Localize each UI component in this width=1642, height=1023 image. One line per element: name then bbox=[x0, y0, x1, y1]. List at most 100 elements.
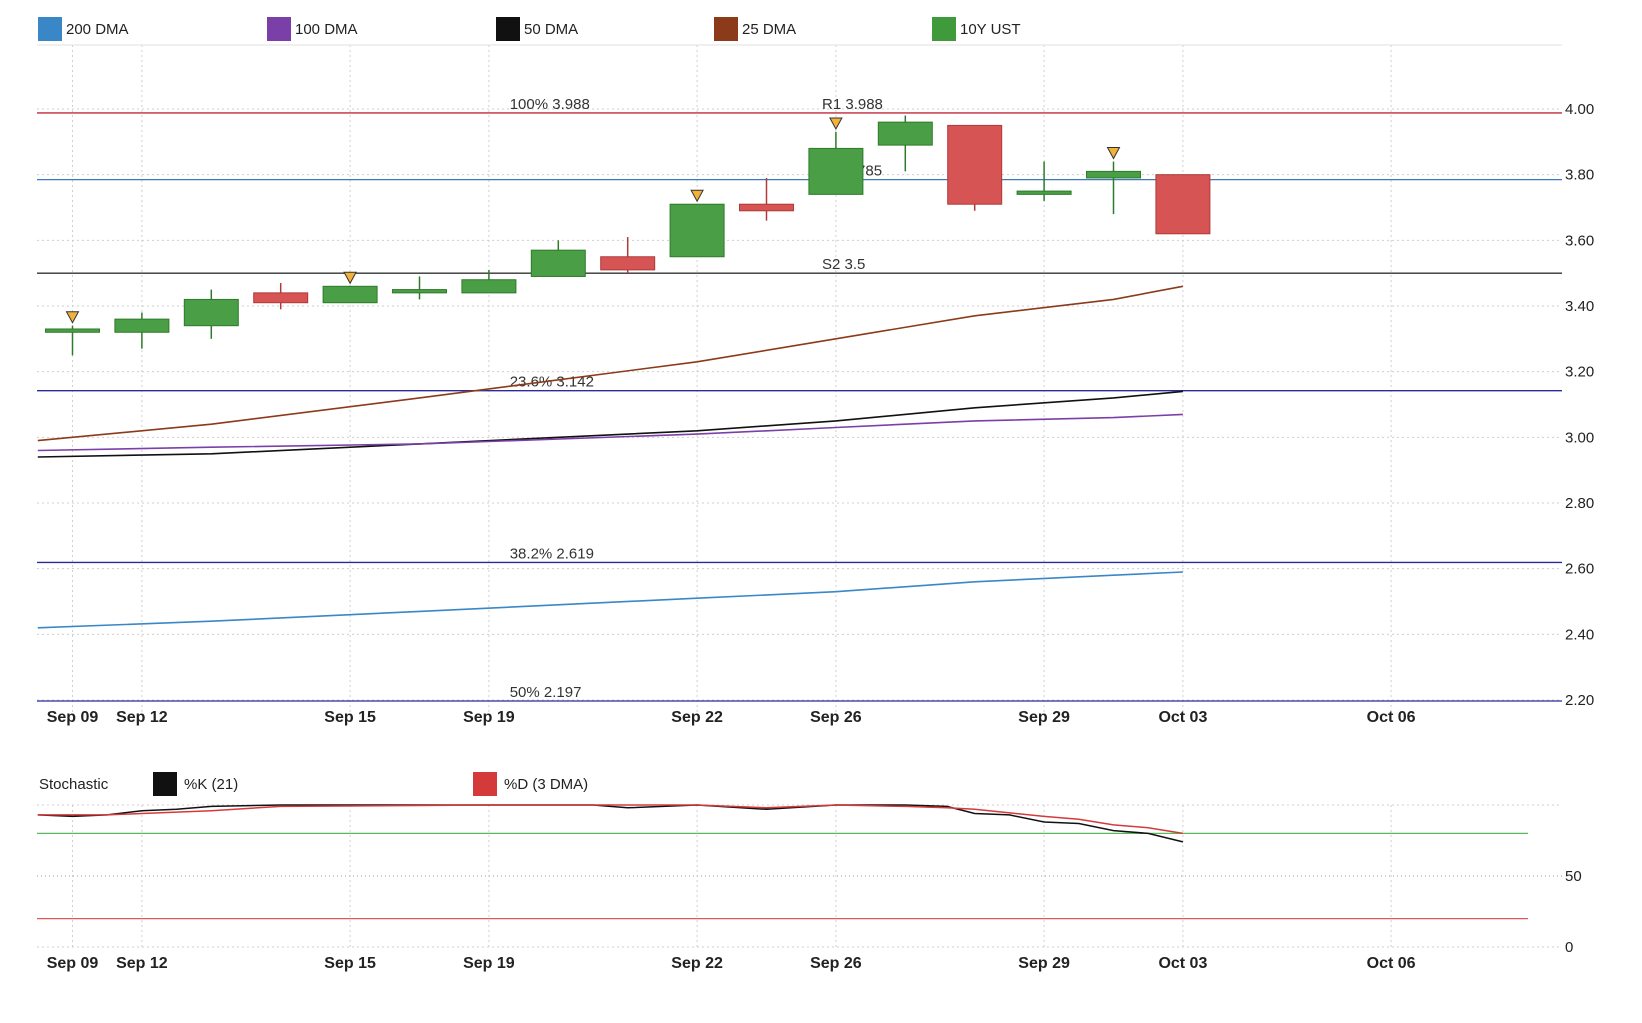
candle bbox=[947, 124, 1003, 211]
candle bbox=[45, 311, 100, 356]
legend-swatch bbox=[267, 17, 291, 41]
candle-body bbox=[669, 203, 725, 258]
candle-body bbox=[808, 147, 864, 195]
level-label: 100% 3.988 bbox=[510, 96, 590, 113]
candle-body bbox=[322, 285, 378, 304]
level-label: S2 3.5 bbox=[822, 256, 865, 273]
y-tick-label: 50 bbox=[1565, 868, 1582, 885]
level-label: R1 3.988 bbox=[822, 96, 883, 113]
x-tick-label: Sep 15 bbox=[324, 709, 376, 726]
candle-body bbox=[739, 203, 794, 212]
y-tick-label: 0 bbox=[1565, 939, 1573, 956]
ma-line-50-dma bbox=[37, 390, 1183, 458]
candle-body bbox=[1155, 174, 1211, 235]
x-tick-label: Sep 26 bbox=[810, 955, 862, 972]
legend-label: 200 DMA bbox=[66, 21, 129, 38]
candle bbox=[600, 237, 656, 274]
y-tick-label: 3.80 bbox=[1565, 167, 1594, 184]
candle-body bbox=[183, 298, 239, 327]
legend-label: 10Y UST bbox=[960, 21, 1021, 38]
candle bbox=[530, 240, 586, 277]
signal-marker-icon bbox=[690, 189, 704, 203]
y-tick-label: 2.40 bbox=[1565, 626, 1594, 643]
candle-body bbox=[877, 121, 933, 146]
signal-marker-icon bbox=[1106, 147, 1121, 160]
x-tick-label: Sep 29 bbox=[1018, 955, 1070, 972]
main-grid bbox=[37, 44, 1562, 715]
candle bbox=[253, 283, 309, 310]
main-axes: 2.20 2.40 2.60 2.80 3.00 3.20 3.40 3.60 3.80 4.00… bbox=[47, 101, 1595, 726]
candle bbox=[1155, 174, 1211, 235]
candle-body bbox=[530, 249, 586, 277]
stochastic-axes: 0 50 Sep 09 Sep 12 Sep 15 Sep 19 Sep 22 Sep 26 S… bbox=[47, 868, 1582, 972]
x-tick-label: Sep 09 bbox=[47, 955, 99, 972]
stochastic-title: Stochastic bbox=[39, 776, 109, 793]
legend-label: 25 DMA bbox=[742, 21, 796, 38]
x-tick-label: Sep 19 bbox=[463, 709, 515, 726]
y-tick-label: 3.00 bbox=[1565, 429, 1594, 446]
candle bbox=[322, 271, 378, 304]
candle-body bbox=[45, 328, 100, 333]
signal-marker-icon bbox=[829, 117, 843, 131]
candle-body bbox=[1016, 190, 1072, 195]
candle bbox=[808, 117, 864, 195]
x-tick-label: Sep 12 bbox=[116, 955, 168, 972]
candle bbox=[1086, 147, 1141, 215]
ma-line-25-dma bbox=[37, 285, 1184, 442]
level-label: 50% 2.197 bbox=[510, 684, 582, 701]
candle-body bbox=[1086, 170, 1141, 179]
y-tick-label: 3.40 bbox=[1565, 298, 1594, 315]
ma-line-100-dma bbox=[37, 413, 1183, 452]
stochastic-lines bbox=[37, 804, 1184, 843]
legend-swatch bbox=[932, 17, 956, 41]
y-tick-label: 2.80 bbox=[1565, 495, 1594, 512]
ma-line-200-dma bbox=[37, 571, 1183, 629]
stochastic-grid bbox=[37, 804, 1562, 948]
x-tick-label: Sep 29 bbox=[1018, 709, 1070, 726]
x-tick-label: Sep 15 bbox=[324, 955, 376, 972]
x-tick-label: Sep 22 bbox=[671, 955, 723, 972]
legend-swatch bbox=[714, 17, 738, 41]
candle-body bbox=[253, 292, 309, 304]
legend-label: %D (3 DMA) bbox=[504, 776, 588, 793]
candle bbox=[183, 289, 239, 339]
main-legend: 200 DMA 100 DMA 50 DMA 25 DMA 10Y UST bbox=[38, 17, 1021, 41]
y-tick-label: 4.00 bbox=[1565, 101, 1594, 118]
x-tick-label: Sep 26 bbox=[810, 709, 862, 726]
x-tick-label: Oct 06 bbox=[1367, 709, 1416, 726]
legend-label: %K (21) bbox=[184, 776, 238, 793]
y-tick-label: 2.60 bbox=[1565, 561, 1594, 578]
x-tick-label: Sep 09 bbox=[47, 709, 99, 726]
legend-swatch bbox=[496, 17, 520, 41]
candle bbox=[877, 115, 933, 172]
main-candles bbox=[45, 115, 1211, 356]
candle-body bbox=[114, 318, 170, 333]
candle-body bbox=[947, 124, 1003, 205]
x-tick-label: Sep 22 bbox=[671, 709, 723, 726]
candle bbox=[114, 312, 170, 349]
y-tick-label: 3.60 bbox=[1565, 232, 1594, 249]
level-label: 38.2% 2.619 bbox=[510, 545, 594, 562]
stochastic-line bbox=[37, 804, 1184, 835]
legend-label: 50 DMA bbox=[524, 21, 578, 38]
candle bbox=[461, 269, 517, 294]
signal-marker-icon bbox=[343, 271, 357, 285]
signal-marker-icon bbox=[65, 311, 80, 324]
candle-body bbox=[392, 289, 447, 294]
candle-body bbox=[600, 256, 656, 271]
x-tick-label: Oct 03 bbox=[1158, 955, 1207, 972]
x-tick-label: Sep 19 bbox=[463, 955, 515, 972]
main-moving-averages bbox=[37, 285, 1184, 629]
candle bbox=[1016, 161, 1072, 201]
candle-body bbox=[461, 279, 517, 294]
legend-label: 100 DMA bbox=[295, 21, 358, 38]
candle bbox=[392, 276, 447, 300]
x-tick-label: Oct 06 bbox=[1367, 955, 1416, 972]
y-tick-label: 3.20 bbox=[1565, 364, 1594, 381]
legend-swatch bbox=[473, 772, 497, 796]
candle bbox=[739, 177, 794, 221]
x-tick-label: Oct 03 bbox=[1158, 709, 1207, 726]
